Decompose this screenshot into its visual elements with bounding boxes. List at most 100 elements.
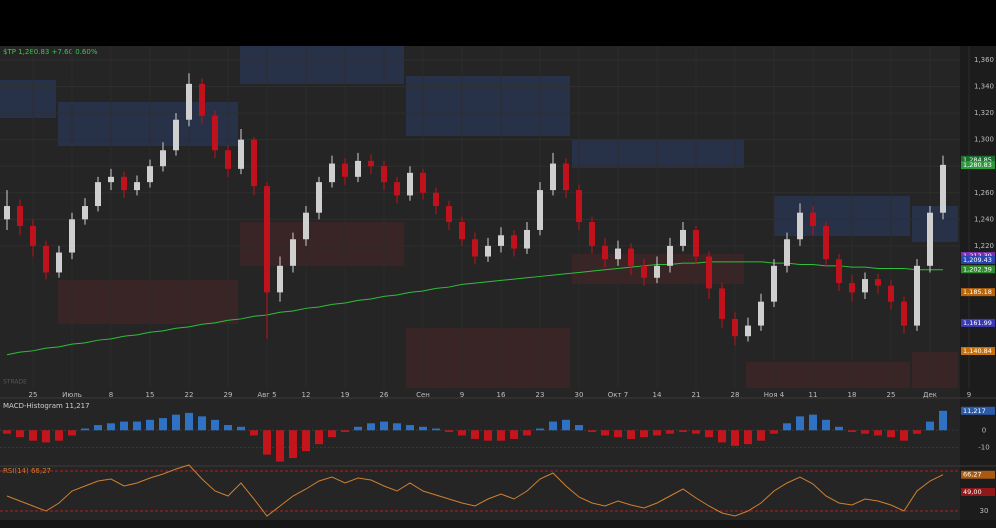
histogram-bar	[627, 430, 635, 439]
candle-body	[875, 279, 881, 286]
candle-body	[654, 265, 660, 278]
candle-body	[641, 265, 647, 278]
y-tick-label: 0	[982, 426, 986, 434]
candle-body	[342, 163, 348, 177]
price-tag	[961, 265, 995, 274]
histogram-bar	[900, 430, 908, 441]
zone	[240, 46, 404, 84]
price-tag	[961, 318, 995, 327]
zone	[572, 140, 744, 168]
histogram-bar	[783, 423, 791, 431]
x-tick-label: 14	[653, 391, 662, 399]
histogram-bar	[250, 430, 258, 436]
candle-body	[732, 318, 738, 337]
candle-body	[563, 163, 569, 191]
histogram-bar	[445, 430, 453, 432]
histogram-bar	[406, 425, 414, 431]
histogram-bar	[432, 428, 440, 431]
histogram-bar	[367, 423, 375, 431]
histogram-bar	[601, 430, 609, 436]
candle-body	[615, 248, 621, 260]
candle-body	[472, 239, 478, 257]
candle-body	[810, 212, 816, 226]
x-tick-label: 25	[29, 391, 38, 399]
price-tag-label: 1,202.39	[963, 265, 992, 273]
price-tag-label: 1,185.18	[963, 288, 992, 296]
x-tick-label: Ноя 4	[764, 391, 785, 399]
histogram-bar	[731, 430, 739, 446]
candle-body	[797, 212, 803, 240]
top-bar	[0, 0, 996, 46]
x-tick-label: 12	[302, 391, 311, 399]
zone	[0, 80, 56, 118]
candle-body	[550, 163, 556, 191]
histogram-bar	[705, 430, 713, 438]
candle-body	[745, 325, 751, 337]
candle-body	[498, 235, 504, 246]
candle-body	[134, 182, 140, 191]
histogram-bar	[107, 423, 115, 431]
candle-body	[303, 212, 309, 240]
price-tag-label: 1,161.99	[963, 319, 992, 327]
histogram-bar	[263, 430, 271, 455]
candle-body	[940, 164, 946, 213]
candle-body	[160, 150, 166, 167]
candle-body	[758, 301, 764, 326]
histogram-bar	[133, 421, 141, 431]
axis-column	[960, 46, 996, 520]
zone	[58, 280, 238, 324]
candle-body	[407, 172, 413, 196]
price-tag	[961, 161, 995, 170]
candle-body	[862, 279, 868, 293]
histogram-bar	[809, 414, 817, 431]
histogram-bar	[211, 419, 219, 431]
price-tag	[961, 347, 995, 356]
histogram-bar	[913, 430, 921, 434]
histogram-bar	[185, 412, 193, 431]
histogram-bar	[653, 430, 661, 436]
candle-body	[212, 115, 218, 151]
x-tick-label: 16	[497, 391, 506, 399]
histogram-bar	[939, 410, 947, 431]
histogram-bar	[94, 425, 102, 431]
price-tag	[961, 470, 995, 479]
histogram-bar	[146, 419, 154, 431]
histogram-bar	[757, 430, 765, 441]
candle-body	[199, 83, 205, 116]
candle-body	[186, 83, 192, 120]
candle-body	[459, 221, 465, 240]
histogram-bar	[575, 425, 583, 431]
candle-body	[927, 212, 933, 266]
histogram-bar	[926, 421, 934, 431]
histogram-bar	[29, 430, 37, 441]
price-tag-label: 49,00	[963, 488, 982, 496]
candle-body	[706, 256, 712, 289]
candle-body	[147, 166, 153, 183]
x-tick-label: 25	[887, 391, 896, 399]
candle-body	[56, 252, 62, 273]
histogram-bar	[718, 430, 726, 443]
histogram-bar	[237, 426, 245, 431]
y-tick-label: -10	[978, 444, 989, 452]
histogram-bar	[692, 430, 700, 434]
histogram-bar	[16, 430, 24, 438]
histogram-bar	[315, 430, 323, 445]
candle-body	[771, 265, 777, 302]
watermark: STRADE	[3, 379, 27, 386]
zone	[746, 362, 910, 388]
candle-body	[511, 235, 517, 249]
candle-body	[30, 225, 36, 246]
price-tag	[961, 288, 995, 297]
histogram-bar	[120, 421, 128, 431]
histogram-bar	[328, 430, 336, 438]
y-tick-label: 1,360	[974, 56, 994, 64]
x-tick-label: 29	[224, 391, 233, 399]
price-tag-label: 1,140.84	[963, 347, 992, 355]
x-tick-label: 9	[967, 391, 971, 399]
candle-body	[901, 301, 907, 326]
price-tag	[961, 255, 995, 264]
zone	[58, 102, 238, 146]
candle-body	[784, 239, 790, 266]
price-tag	[961, 488, 995, 496]
